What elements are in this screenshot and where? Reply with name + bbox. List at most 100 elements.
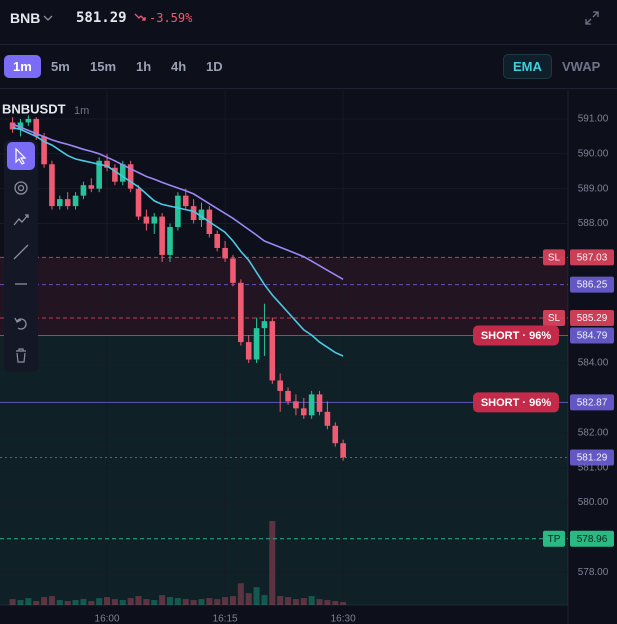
target-icon <box>17 184 25 192</box>
cursor-tool[interactable] <box>7 142 35 170</box>
volume-bar <box>190 600 197 605</box>
candle-body <box>41 136 47 165</box>
candle-body <box>72 195 79 207</box>
volume-bar <box>174 598 181 605</box>
price-badge-label: 586.25 <box>577 280 608 291</box>
signal-badge <box>473 392 559 413</box>
volume-bar <box>214 599 221 605</box>
candle-body <box>261 321 268 329</box>
y-tick-label: 588.00 <box>578 218 609 229</box>
chart-interval: 1m <box>74 105 89 117</box>
volume-bar <box>222 597 229 605</box>
chart-symbol: BNBUSDT <box>2 101 66 116</box>
volume-bar <box>17 600 24 605</box>
signal-badge-label: SHORT · 96% <box>481 397 552 409</box>
candle-body <box>64 199 71 207</box>
volume-bar <box>198 599 205 605</box>
candle-body <box>293 401 299 409</box>
volume-bar <box>96 598 103 605</box>
volume-bar <box>135 596 142 605</box>
dropdown-icon[interactable] <box>43 13 53 23</box>
volume-bar <box>206 598 213 605</box>
price-badge-label: 582.87 <box>577 398 608 409</box>
volume-bar <box>56 600 63 605</box>
candle-body <box>135 188 142 217</box>
timeframe-button[interactable]: 1D <box>206 59 223 74</box>
price-badge <box>570 327 614 344</box>
candle-body <box>119 164 126 182</box>
candle-body <box>33 118 40 137</box>
volume-bar <box>48 596 55 605</box>
price-badge-label: 585.29 <box>577 313 608 324</box>
candle-body <box>308 394 315 416</box>
price-badge <box>570 530 614 547</box>
indicator-button[interactable]: EMA <box>503 54 552 79</box>
price-badge-label: 581.29 <box>577 453 608 464</box>
timeframe-button[interactable]: 5m <box>51 59 70 74</box>
indicator-button[interactable]: VWAP <box>562 59 601 74</box>
volume-bar <box>277 596 284 605</box>
toolbar-panel <box>4 140 38 372</box>
symbol[interactable]: BNB <box>10 10 41 26</box>
candle-body <box>253 328 260 360</box>
x-tick-label: 16:30 <box>331 614 356 624</box>
undo-tool[interactable] <box>14 317 27 330</box>
target-tool[interactable] <box>14 181 28 195</box>
signal-badge <box>473 325 559 346</box>
candle-body <box>300 408 307 416</box>
volume-bar <box>33 601 40 605</box>
price-badge <box>570 276 614 293</box>
volume-bar <box>167 597 173 605</box>
price-badge <box>570 394 614 411</box>
header: BNB 581.29 -3.59% <box>0 0 617 45</box>
price-badge <box>570 449 614 466</box>
volume-bar <box>261 595 268 605</box>
volume-bar <box>292 599 299 605</box>
volume-bar <box>80 599 87 605</box>
level-tag-label: SL <box>548 313 561 324</box>
level-tag-label: SL <box>548 253 561 264</box>
volume-bar <box>143 599 150 605</box>
volume-bar <box>324 600 331 605</box>
trend-tool[interactable] <box>13 214 29 226</box>
line-tool[interactable] <box>13 244 29 260</box>
volume-bar <box>64 601 71 605</box>
ema-line <box>12 123 344 280</box>
timeframe-bar: 1m 5m 15m 1h 4h 1D EMA VWAP <box>0 44 617 89</box>
candle-body <box>25 118 32 123</box>
volume-bar <box>182 599 189 605</box>
y-tick-label: 581.00 <box>578 462 609 473</box>
candle-body <box>104 160 110 168</box>
candle-body <box>198 209 205 221</box>
level-tag <box>543 530 565 547</box>
candle-body <box>182 195 189 207</box>
delete-tool[interactable] <box>16 348 26 363</box>
candle-body <box>230 258 236 283</box>
level-tag-label: TP <box>548 534 561 545</box>
timeframe-button[interactable]: 15m <box>90 59 117 74</box>
volume-bar <box>127 598 134 605</box>
volume-bar <box>159 595 166 605</box>
price-badge-label: 587.03 <box>577 253 608 264</box>
drawing-toolbar <box>4 140 38 372</box>
volume-bar <box>41 597 48 605</box>
price-badge-label: 584.79 <box>577 331 608 342</box>
volume-bar <box>245 593 252 605</box>
y-tick-label: 580.00 <box>578 497 609 508</box>
timeframe-button[interactable]: 4h <box>171 59 187 74</box>
timeframe-button[interactable]: 1m <box>4 55 41 78</box>
volume-bar <box>285 597 292 605</box>
candle-body <box>159 216 165 255</box>
candle-body <box>324 411 331 426</box>
candle-body <box>214 234 221 248</box>
x-tick-label: 16:15 <box>213 614 238 624</box>
timeframe-button[interactable]: 1h <box>136 59 152 74</box>
target-zone <box>0 335 568 605</box>
expand-icon[interactable] <box>584 10 600 26</box>
candle-body <box>49 164 55 207</box>
candle-body <box>9 122 16 130</box>
volume-bar <box>237 583 244 605</box>
signal-badge-label: SHORT · 96% <box>481 330 552 342</box>
stop-zone <box>0 257 568 336</box>
